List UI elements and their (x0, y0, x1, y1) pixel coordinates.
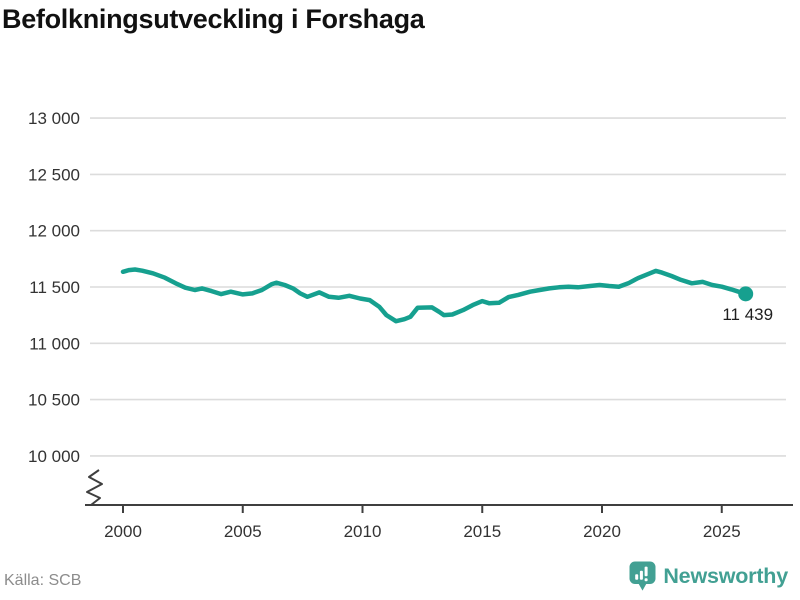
population-series-line (120, 267, 748, 324)
population-line-chart: 10 000 10 500 11 000 11 500 12 000 12 500 13 0… (28, 109, 793, 541)
axis-break-icon (86, 469, 103, 506)
latest-value-dot (738, 286, 754, 302)
source-label: Källa: SCB (4, 572, 82, 589)
y-tick-label: 13 000 (28, 109, 80, 128)
x-axis: 2000 2005 2010 2015 2020 2025 (85, 504, 793, 541)
brand-name: Newsworthy (663, 564, 788, 588)
y-tick-label: 10 000 (28, 447, 80, 466)
newsworthy-logo[interactable]: Newsworthy (629, 561, 788, 592)
x-tick-label: 2020 (583, 522, 621, 541)
newsworthy-bubble-barchart-icon (629, 561, 656, 591)
y-tick-label: 10 500 (28, 391, 80, 410)
y-tick-label: 11 500 (29, 278, 80, 297)
x-tick-label: 2015 (463, 522, 501, 541)
y-tick-label: 11 000 (29, 334, 80, 353)
x-tick-label: 2025 (703, 522, 741, 541)
y-gridlines (90, 117, 786, 457)
x-tick-label: 2005 (224, 522, 262, 541)
x-tick-label: 2000 (104, 522, 142, 541)
x-tick-label: 2010 (344, 522, 382, 541)
latest-value-label: 11 439 (722, 305, 773, 324)
y-tick-label: 12 000 (28, 222, 80, 241)
chart-title: Befolkningsutveckling i Forshaga (2, 4, 425, 34)
y-tick-label: 12 500 (28, 165, 80, 184)
y-axis-labels: 10 000 10 500 11 000 11 500 12 000 12 500 13 0… (28, 109, 80, 466)
